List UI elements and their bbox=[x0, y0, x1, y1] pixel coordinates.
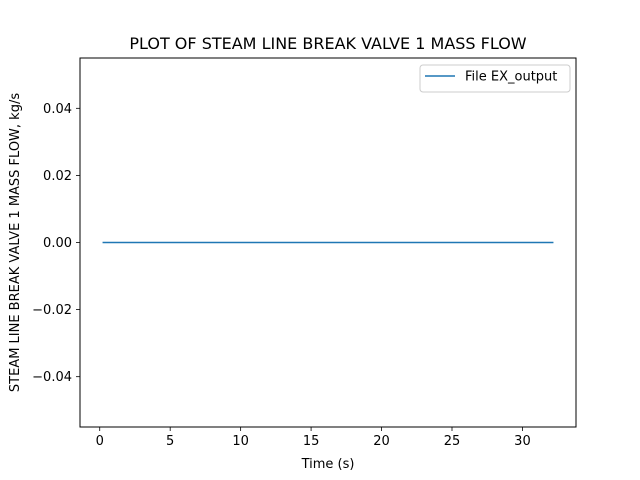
y-tick-label: 0.04 bbox=[43, 102, 72, 117]
legend-label: File EX_output bbox=[465, 70, 557, 85]
x-axis-ticks: 0 5 10 15 20 25 30 bbox=[96, 427, 531, 449]
x-tick-label: 30 bbox=[514, 434, 531, 449]
y-tick-label: 0.02 bbox=[43, 169, 72, 184]
legend: File EX_output bbox=[419, 64, 571, 93]
y-axis-label: STEAM LINE BREAK VALVE 1 MASS FLOW, kg/s bbox=[8, 93, 23, 392]
y-axis-ticks: −0.04 −0.02 0.00 0.02 0.04 bbox=[32, 102, 80, 385]
x-tick-label: 25 bbox=[444, 434, 461, 449]
chart-title: PLOT OF STEAM LINE BREAK VALVE 1 MASS FL… bbox=[129, 34, 526, 53]
y-tick-label: 0.00 bbox=[43, 236, 72, 251]
y-tick-label: −0.04 bbox=[32, 370, 72, 385]
legend-box bbox=[419, 64, 571, 93]
x-axis-label: Time (s) bbox=[301, 457, 355, 472]
y-tick-label: −0.02 bbox=[32, 303, 72, 318]
x-tick-label: 5 bbox=[166, 434, 174, 449]
x-tick-label: 10 bbox=[232, 434, 249, 449]
x-tick-label: 20 bbox=[373, 434, 390, 449]
x-tick-label: 0 bbox=[96, 434, 104, 449]
x-tick-label: 15 bbox=[303, 434, 320, 449]
